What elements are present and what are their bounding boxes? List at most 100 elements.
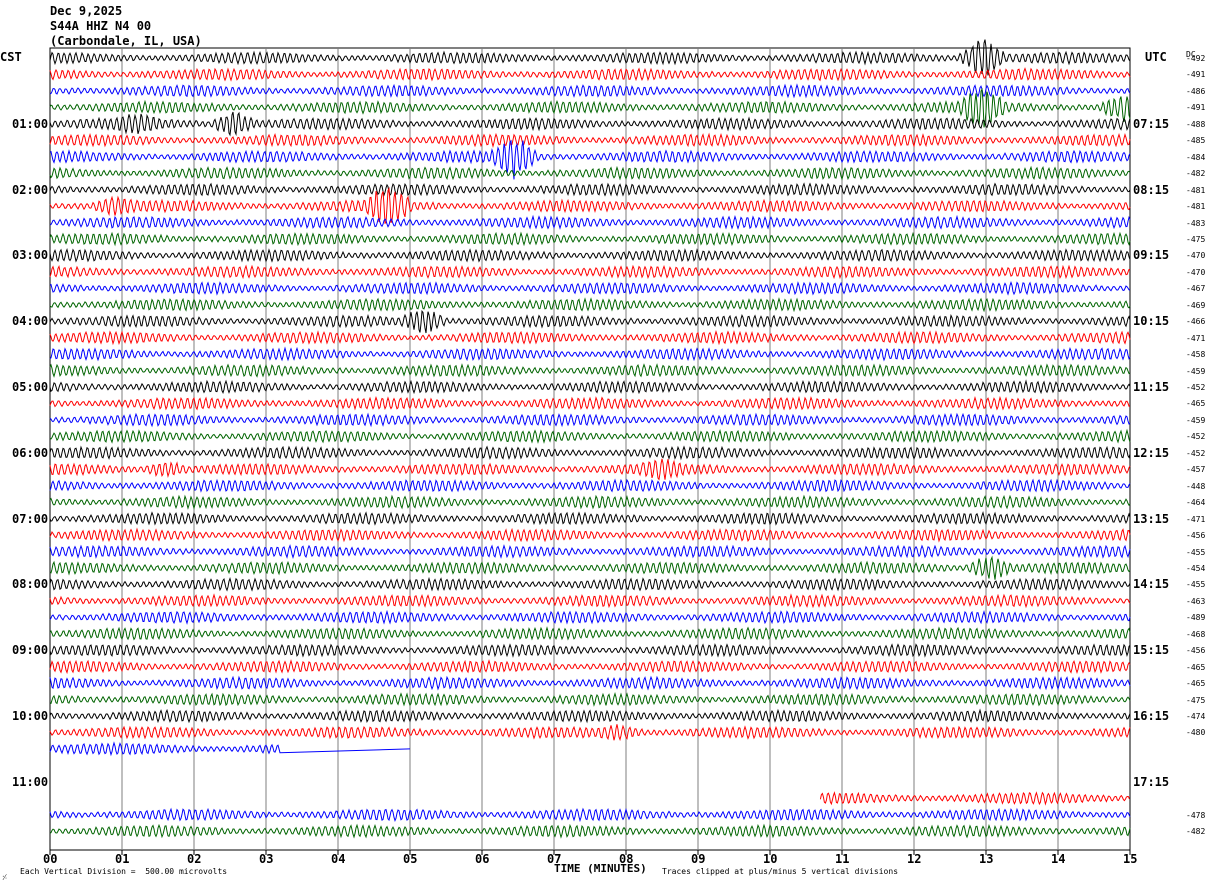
dc-offset-label: -458 xyxy=(1186,350,1206,360)
utc-hour-label: 09:15 xyxy=(1133,248,1170,263)
chart-date: Dec 9,2025 xyxy=(50,4,123,18)
trace-row-12 xyxy=(49,248,1131,263)
plot-frame xyxy=(49,47,1131,851)
dc-offset-label: -471 xyxy=(1186,514,1206,524)
trace-row-37 xyxy=(49,659,1131,675)
dc-header-label: DC xyxy=(1186,50,1196,59)
utc-hour-label: 17:15 xyxy=(1133,774,1170,789)
trace-row-31 xyxy=(49,555,1131,580)
cst-hour-label: 05:00 xyxy=(12,380,49,394)
dc-offset-label: -459 xyxy=(1186,366,1206,376)
utc-hour-label: 14:15 xyxy=(1133,577,1170,592)
dc-offset-label: -466 xyxy=(1186,317,1206,327)
left-timezone-label: CST xyxy=(0,50,22,64)
x-tick-label: 01 xyxy=(115,852,130,866)
trace-row-28 xyxy=(49,510,1131,526)
trace-row-4 xyxy=(49,111,1131,137)
trace-row-45 xyxy=(819,791,1130,806)
dc-offset-label: -456 xyxy=(1186,646,1206,656)
dc-offset-label: -471 xyxy=(1186,333,1206,343)
trace-row-38 xyxy=(49,675,1131,691)
dc-offset-label: -454 xyxy=(1186,563,1206,573)
trace-row-36 xyxy=(49,643,1131,658)
trace-row-7 xyxy=(49,165,1131,181)
chart-station: S44A HHZ N4 00 xyxy=(50,19,152,33)
dc-offset-label: -480 xyxy=(1186,728,1206,738)
dc-offset-label: -464 xyxy=(1186,498,1206,508)
dc-offset-label: -474 xyxy=(1186,712,1206,721)
x-tick-label: 07 xyxy=(547,852,562,866)
trace-row-13 xyxy=(49,264,1131,280)
trace-row-10 xyxy=(49,214,1131,230)
trace-row-2 xyxy=(49,83,1131,99)
trace-row-33 xyxy=(49,593,1131,609)
trace-row-21 xyxy=(49,395,1131,411)
dc-offset-label: -448 xyxy=(1186,481,1206,491)
utc-hour-label: 12:15 xyxy=(1133,445,1170,460)
cst-hour-label: 01:00 xyxy=(12,116,49,131)
cst-hour-label: 02:00 xyxy=(12,182,49,197)
cst-hour-label: 07:00 xyxy=(12,511,49,526)
dc-offset-label: -457 xyxy=(1186,465,1206,475)
x-tick-label: 03 xyxy=(259,852,274,866)
trace-row-9 xyxy=(49,186,1131,224)
trace-row-18 xyxy=(49,346,1131,362)
dc-offset-label: -481 xyxy=(1186,185,1206,195)
trace-row-25 xyxy=(49,458,1131,481)
cst-hour-label: 11:00 xyxy=(12,774,49,789)
utc-hour-label: 11:15 xyxy=(1133,380,1170,394)
dc-offset-label: -455 xyxy=(1186,580,1206,590)
dc-offset-label: -463 xyxy=(1186,596,1206,606)
dc-offset-label: -492 xyxy=(1186,54,1206,63)
x-tick-label: 14 xyxy=(1051,852,1066,866)
x-tick-label: 12 xyxy=(907,852,922,866)
trace-row-41 xyxy=(49,724,1131,742)
trace-row-20 xyxy=(49,379,1131,395)
x-tick-label: 13 xyxy=(979,852,994,866)
trace-row-39 xyxy=(49,692,1131,707)
utc-hour-label: 15:15 xyxy=(1133,643,1170,658)
x-tick-label: 10 xyxy=(763,852,778,866)
trace-row-8 xyxy=(49,182,1131,197)
x-tick-label: 09 xyxy=(691,852,706,866)
cst-hour-label: 09:00 xyxy=(12,643,49,658)
dc-offset-label: -491 xyxy=(1186,70,1206,80)
trace-row-32 xyxy=(49,576,1131,592)
trace-row-1 xyxy=(49,67,1131,82)
trace-row-47 xyxy=(49,823,1131,839)
x-tick-label: 04 xyxy=(331,852,346,866)
dc-offset-label: -475 xyxy=(1186,695,1206,705)
x-axis-title: TIME (MINUTES) xyxy=(554,862,647,875)
trace-row-22 xyxy=(49,412,1131,428)
cst-hour-label: 08:00 xyxy=(12,577,49,592)
dc-offset-label: -470 xyxy=(1186,251,1206,261)
dc-offset-label: -467 xyxy=(1186,284,1206,294)
dc-offset-label: -482 xyxy=(1186,827,1206,837)
trace-row-5 xyxy=(49,132,1131,148)
trace-row-19 xyxy=(49,363,1131,378)
x-tick-label: 08 xyxy=(619,852,634,866)
dc-offset-label: -452 xyxy=(1186,448,1206,458)
utc-hour-label: 16:15 xyxy=(1133,709,1170,723)
dc-offset-label: -465 xyxy=(1186,399,1206,409)
utc-hour-label: 07:15 xyxy=(1133,116,1170,131)
dc-offset-label: -475 xyxy=(1186,234,1206,244)
x-tick-label: 02 xyxy=(187,852,202,866)
dc-offset-label: -459 xyxy=(1186,415,1206,425)
trace-row-46 xyxy=(49,807,1131,823)
dc-offset-label: -491 xyxy=(1186,103,1206,113)
trace-row-17 xyxy=(49,329,1131,346)
dc-offset-label: -482 xyxy=(1186,169,1206,179)
right-timezone-label: UTC xyxy=(1145,50,1167,64)
trace-row-40 xyxy=(49,708,1131,724)
x-tick-label: 06 xyxy=(475,852,490,866)
dc-offset-label: -455 xyxy=(1186,547,1206,557)
dc-offset-label: -469 xyxy=(1186,300,1206,310)
trace-row-29 xyxy=(49,527,1131,543)
cst-hour-label: 03:00 xyxy=(12,248,49,263)
trace-row-26 xyxy=(49,478,1131,493)
trace-row-14 xyxy=(49,280,1131,296)
trace-row-27 xyxy=(49,494,1131,510)
chart-location: (Carbondale, IL, USA) xyxy=(50,34,202,48)
